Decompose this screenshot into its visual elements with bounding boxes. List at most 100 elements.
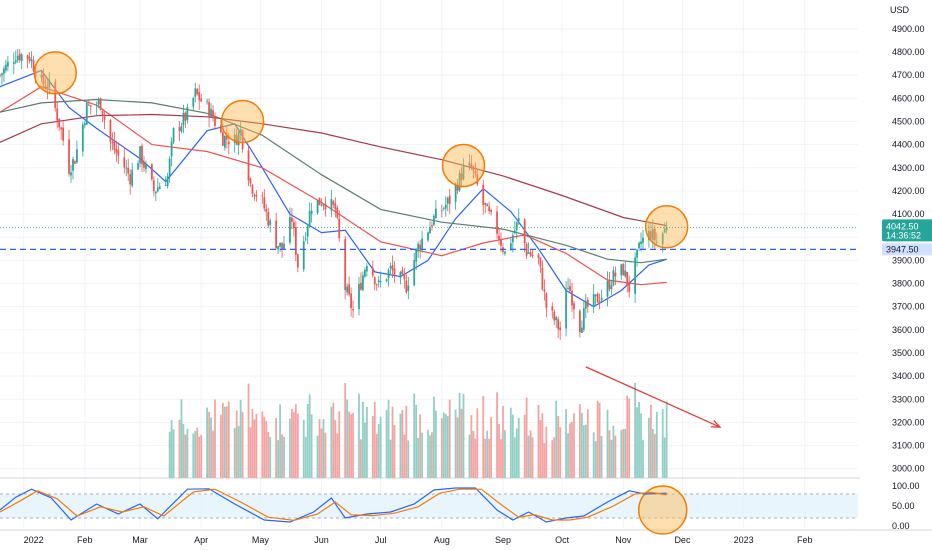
- time-tick-label: 2022: [24, 535, 44, 545]
- volume-bar: [172, 429, 175, 478]
- candle-body: [172, 128, 175, 142]
- candle-body: [440, 210, 443, 212]
- volume-bar: [474, 438, 477, 478]
- candle-body: [289, 217, 291, 243]
- candle-body: [444, 204, 447, 209]
- candle-body: [316, 199, 319, 214]
- candle-body: [34, 71, 37, 77]
- candle-body: [68, 139, 70, 174]
- candle-body: [293, 222, 295, 229]
- time-tick-label: Dec: [674, 535, 691, 545]
- candle-body: [565, 289, 567, 329]
- candle-body: [269, 220, 272, 225]
- volume-bar: [472, 430, 475, 478]
- candle-body: [99, 98, 102, 110]
- volume-bar: [358, 393, 360, 478]
- price-tick-label: 3100.00: [892, 441, 925, 451]
- volume-bar: [186, 428, 189, 478]
- volume-bar: [277, 440, 279, 478]
- candle-body: [0, 74, 1, 76]
- price-tick-label: 4100.00: [892, 209, 925, 219]
- volume-bar: [375, 434, 378, 478]
- volume-bar: [407, 440, 410, 478]
- volume-bar: [551, 440, 554, 478]
- volume-bar: [419, 414, 422, 478]
- volume-bar: [456, 417, 459, 478]
- candle-body: [249, 178, 252, 184]
- volume-bar: [653, 433, 656, 478]
- volume-bar: [559, 427, 562, 478]
- candle-body: [186, 107, 189, 121]
- moving-average-line: [0, 86, 667, 286]
- volume-bar: [448, 399, 451, 478]
- volume-bars: [168, 383, 668, 478]
- candle-body: [220, 125, 222, 133]
- candle-body: [476, 174, 479, 185]
- volume-bar: [263, 416, 266, 478]
- candle-body: [210, 108, 212, 117]
- time-tick-label: Mar: [132, 535, 148, 545]
- volume-bar: [638, 401, 640, 478]
- candle-body: [442, 208, 445, 210]
- highlight-circle: [637, 485, 688, 535]
- candle-body: [40, 74, 43, 78]
- time-axis[interactable]: 2022 Feb Mar Apr May Jun Jul Aug Sep Oct Nov Dec 202…: [24, 535, 813, 545]
- bar-countdown: 14:36:52: [886, 230, 921, 240]
- candle-body: [490, 209, 493, 213]
- volume-bar: [462, 393, 465, 478]
- oscillator-band-fill: [0, 494, 858, 518]
- candle-body: [608, 279, 611, 290]
- candle-body: [498, 235, 500, 240]
- trend-arrow: [585, 366, 722, 428]
- highlight-circle: [644, 205, 689, 249]
- candle-body: [517, 218, 520, 222]
- volume-bar: [225, 406, 228, 478]
- volume-bar: [223, 406, 226, 478]
- volume-bar: [310, 414, 313, 478]
- candle-body: [399, 271, 402, 278]
- volume-bar: [663, 437, 666, 478]
- volume-bar: [557, 415, 560, 478]
- candle-body: [18, 53, 21, 61]
- candle-body: [429, 227, 431, 234]
- candle-body: [28, 56, 31, 61]
- volume-bar: [415, 404, 418, 478]
- candle-body: [488, 206, 491, 211]
- candle-body: [127, 167, 130, 174]
- candle-body: [389, 266, 392, 269]
- candle-body: [152, 180, 155, 192]
- volume-bar: [227, 401, 230, 478]
- volume-bar: [318, 419, 321, 478]
- volume-bar: [431, 432, 433, 478]
- volume-bar: [515, 428, 518, 478]
- moving-averages: [0, 69, 667, 308]
- volume-bar: [446, 416, 449, 478]
- volume-bar: [500, 439, 502, 478]
- candle-body: [350, 293, 352, 309]
- volume-bar: [468, 434, 471, 478]
- volume-bar: [261, 411, 264, 478]
- candle-body: [233, 134, 236, 144]
- candle-body: [212, 110, 214, 119]
- volume-bar: [620, 429, 623, 478]
- candle-body: [139, 146, 141, 164]
- price-tick-label: 4200.00: [892, 186, 925, 196]
- volume-bar: [233, 428, 236, 478]
- candle-body: [620, 264, 623, 276]
- horizontal-level: [0, 226, 858, 251]
- volume-bar: [539, 420, 542, 478]
- candle-body: [614, 272, 617, 277]
- volume-bar: [509, 407, 512, 478]
- volume-bar: [565, 409, 567, 478]
- volume-bar: [482, 395, 485, 478]
- candle-body: [30, 59, 33, 62]
- candle-body: [261, 195, 264, 197]
- candle-body: [48, 79, 51, 88]
- candle-body: [346, 286, 349, 293]
- time-tick-label: Apr: [194, 535, 208, 545]
- candle-body: [251, 185, 254, 194]
- candle-body: [580, 327, 583, 333]
- candle-body: [511, 235, 514, 243]
- volume-bar: [537, 405, 540, 478]
